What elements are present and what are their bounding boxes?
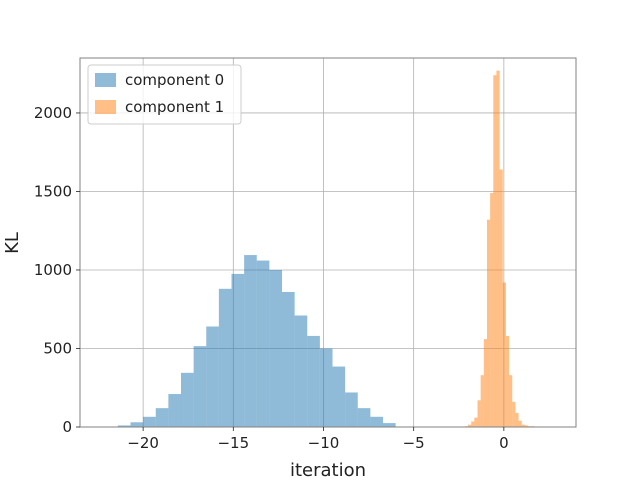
x-axis-ticks: −20 −15 −10 −5 0: [127, 427, 509, 452]
x-tick-label: −5: [403, 434, 425, 452]
legend-label-component-0: component 0: [125, 71, 224, 89]
histogram-bar: [486, 219, 491, 427]
histogram-bar: [524, 425, 529, 427]
histogram-bar: [471, 421, 475, 427]
y-tick-label: 0: [62, 418, 72, 436]
x-tick-label: −20: [127, 434, 159, 452]
histogram-bar: [512, 401, 516, 427]
histogram-bar: [193, 346, 207, 427]
histogram-bar: [505, 335, 510, 427]
histogram-bar: [357, 408, 371, 427]
histogram-bar: [496, 70, 500, 427]
histogram-bar: [468, 424, 472, 427]
histogram-bar: [269, 269, 283, 427]
histogram-bar: [282, 291, 295, 427]
histogram-bar: [383, 423, 396, 427]
legend-box: [87, 64, 242, 125]
histogram-bar: [244, 255, 257, 427]
histogram-bar: [509, 375, 513, 427]
legend: component 0 component 1: [87, 64, 242, 125]
histogram-bar: [480, 375, 484, 427]
x-tick-label: 0: [499, 434, 509, 452]
histogram-bar: [521, 424, 525, 427]
histogram-bar: [294, 315, 308, 427]
series-component-0: [117, 255, 396, 427]
series-component-1: [464, 70, 541, 427]
histogram-bar: [345, 392, 358, 427]
histogram-bars: [117, 70, 541, 427]
x-tick-label: −15: [217, 434, 249, 452]
histogram-bar: [483, 339, 487, 427]
histogram-bar: [117, 425, 131, 427]
histogram-bar: [370, 416, 384, 427]
y-tick-label: 1500: [34, 182, 72, 200]
histogram-bar: [307, 335, 320, 427]
y-axis-label: KL: [2, 232, 23, 254]
x-axis-label: iteration: [290, 460, 366, 480]
histogram-bar: [155, 408, 169, 427]
histogram-bar: [499, 169, 503, 427]
histogram-bar: [181, 372, 194, 427]
legend-label-component-1: component 1: [125, 98, 224, 116]
legend-swatch-component-1: [95, 100, 116, 114]
histogram-bar: [319, 348, 333, 427]
histogram-bar: [218, 288, 232, 427]
plot-frame: [79, 57, 577, 428]
x-tick-label: −10: [308, 434, 340, 452]
legend-swatch-component-0: [95, 73, 116, 87]
histogram-bar: [206, 326, 219, 427]
y-tick-label: 500: [43, 339, 72, 357]
y-axis-ticks: 0 500 1000 1500 2000: [34, 104, 80, 436]
y-tick-label: 1000: [34, 261, 72, 279]
histogram-bar: [256, 260, 270, 427]
histogram-bar: [168, 394, 182, 427]
histogram-bar: [477, 400, 481, 427]
histogram-bar: [493, 75, 497, 427]
histogram-bar: [502, 282, 506, 427]
histogram-bar: [490, 193, 494, 427]
histogram-bar: [518, 420, 522, 427]
y-tick-label: 2000: [34, 104, 72, 122]
histogram-bar: [474, 417, 478, 427]
histogram-bar: [143, 416, 156, 427]
histogram-bar: [332, 366, 346, 427]
histogram-bar: [515, 412, 519, 427]
histogram-bar: [130, 422, 144, 427]
histogram-bar: [231, 273, 245, 427]
